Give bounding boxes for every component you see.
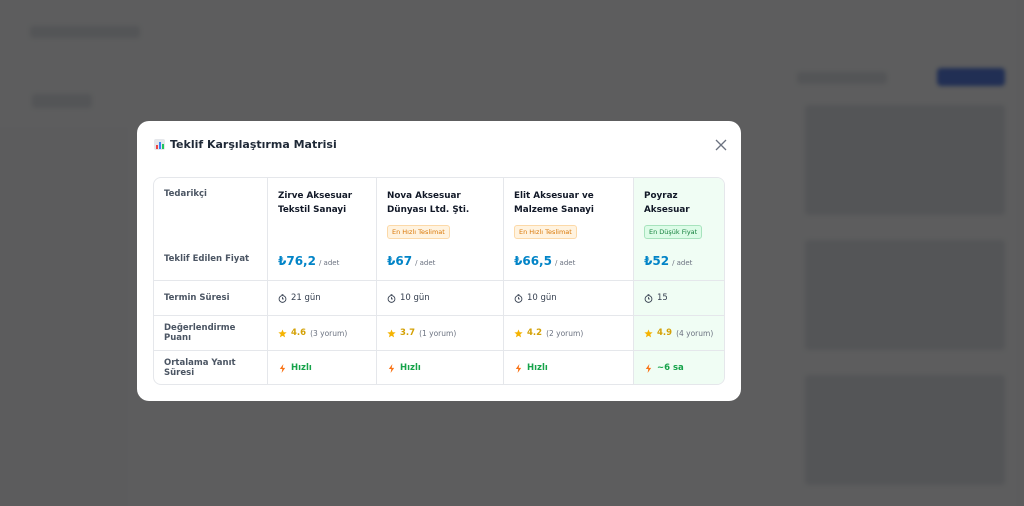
rating-cell: 4.2 (2 yorum) (504, 316, 634, 351)
price-unit: / adet (554, 259, 576, 267)
chart-icon (154, 139, 165, 150)
modal-title: Teklif Karşılaştırma Matrisi (170, 138, 337, 151)
delivery-cell: 21 gün (268, 281, 377, 316)
response-cell: Hızlı (504, 351, 634, 384)
badge: En Hızlı Teslimat (514, 225, 577, 239)
review-count: (3 yorum) (310, 328, 348, 338)
price: ₺67 (387, 254, 413, 268)
modal-title-row: Teklif Karşılaştırma Matrisi (154, 138, 337, 151)
supplier-header: Poyraz Aksesuar En Düşük Fiyat ₺52/ adet (634, 178, 724, 281)
row-label: Teklif Edilen Fiyat (164, 254, 250, 264)
rating-cell: 4.6 (3 yorum) (268, 316, 377, 351)
clock-icon (644, 293, 653, 303)
star-icon (387, 328, 396, 337)
delivery-cell: 15 (634, 281, 724, 316)
response: Hızlı (291, 363, 312, 373)
supplier-header: Zirve Aksesuar Tekstil Sanayi ₺76,2/ adet (268, 178, 377, 281)
price-unit: / adet (318, 259, 340, 267)
star-icon (644, 328, 653, 337)
close-button[interactable] (715, 139, 727, 151)
rating-cell: 4.9 (4 yorum) (634, 316, 724, 351)
badge: En Hızlı Teslimat (387, 225, 450, 239)
badge: En Düşük Fiyat (644, 225, 703, 239)
rating: 4.6 (291, 328, 307, 338)
price-unit: / adet (415, 259, 436, 267)
supplier-name: Nova Aksesuar Dünyası Ltd. Şti. (387, 191, 470, 215)
bolt-icon (388, 363, 395, 373)
comparison-table: Tedarikçi Teklif Edilen Fiyat Zirve Aksesu… (153, 177, 725, 385)
row-label: Değerlendirme Puanı (154, 316, 268, 351)
rating: 4.2 (527, 328, 543, 338)
supplier-name: Zirve Aksesuar Tekstil Sanayi (278, 191, 353, 215)
clock-icon (278, 293, 287, 303)
response-cell: Hızlı (268, 351, 377, 384)
bolt-icon (515, 363, 522, 373)
row-label: Tedarikçi (164, 189, 207, 199)
clock-icon (514, 293, 523, 303)
row-label: Ortalama Yanıt Süresi (154, 351, 268, 384)
supplier-name: Poyraz Aksesuar (644, 191, 690, 215)
response: ~6 sa (657, 363, 684, 373)
row-label: Termin Süresi (154, 281, 268, 316)
delivery: 10 gün (400, 293, 430, 303)
price: ₺76,2 (278, 254, 316, 268)
review-count: (4 yorum) (676, 328, 714, 338)
supplier-header: Nova Aksesuar Dünyası Ltd. Şti. En Hızlı … (377, 178, 504, 281)
price-row: ₺52/ adet (644, 254, 692, 268)
header-label-cell: Tedarikçi Teklif Edilen Fiyat (154, 178, 268, 281)
response-cell: Hızlı (377, 351, 504, 384)
price-row: ₺76,2/ adet (278, 254, 339, 268)
price-unit: / adet (672, 259, 693, 267)
delivery-cell: 10 gün (377, 281, 504, 316)
price-row: ₺66,5/ adet (514, 254, 575, 268)
response: Hızlı (527, 363, 548, 373)
price-row: ₺67/ adet (387, 254, 435, 268)
price: ₺52 (644, 254, 670, 268)
response: Hızlı (400, 363, 421, 373)
delivery: 15 (657, 293, 668, 303)
rating: 4.9 (657, 328, 673, 338)
rating-cell: 3.7 (1 yorum) (377, 316, 504, 351)
delivery-cell: 10 gün (504, 281, 634, 316)
supplier-header: Elit Aksesuar ve Malzeme Sanayi En Hızlı … (504, 178, 634, 281)
bolt-icon (279, 363, 286, 373)
clock-icon (387, 293, 396, 303)
modal: Teklif Karşılaştırma Matrisi Tedarikçi Te… (137, 121, 741, 401)
bolt-icon (645, 363, 652, 373)
star-icon (278, 328, 287, 337)
rating: 3.7 (400, 328, 416, 338)
delivery: 21 gün (291, 293, 321, 303)
review-count: (2 yorum) (546, 328, 584, 338)
review-count: (1 yorum) (419, 328, 457, 338)
star-icon (514, 328, 523, 337)
delivery: 10 gün (527, 293, 557, 303)
supplier-name: Elit Aksesuar ve Malzeme Sanayi (514, 191, 594, 215)
response-cell: ~6 sa (634, 351, 724, 384)
price: ₺66,5 (514, 254, 552, 268)
